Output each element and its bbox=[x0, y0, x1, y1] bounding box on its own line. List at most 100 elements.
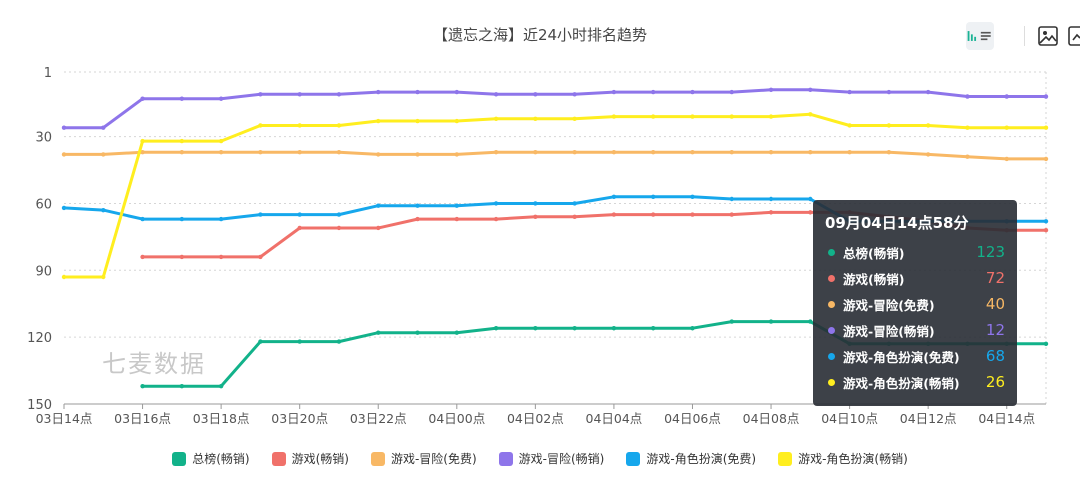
x-tick-label: 03日16点 bbox=[114, 411, 171, 426]
tooltip-row: 游戏-冒险(畅销) 12 bbox=[825, 317, 1005, 343]
data-point bbox=[729, 319, 734, 324]
legend-label: 游戏-冒险(免费) bbox=[390, 452, 477, 466]
data-point bbox=[493, 201, 499, 206]
x-tick-label: 04日12点 bbox=[900, 411, 957, 426]
legend-item[interactable]: 游戏-角色扮演(免费) bbox=[626, 450, 756, 467]
data-point bbox=[376, 118, 381, 124]
data-point bbox=[886, 150, 892, 155]
data-point bbox=[454, 152, 459, 157]
tooltip-label: 游戏(畅销) bbox=[843, 271, 905, 287]
data-point bbox=[965, 125, 970, 130]
data-point bbox=[572, 214, 577, 220]
data-point bbox=[493, 150, 499, 155]
save-image-button[interactable] bbox=[1034, 22, 1062, 50]
data-point bbox=[415, 89, 420, 95]
data-point bbox=[61, 152, 67, 157]
legend-item[interactable]: 总榜(畅销) bbox=[172, 450, 250, 467]
data-point bbox=[729, 89, 734, 95]
data-point bbox=[808, 150, 813, 155]
data-point bbox=[140, 96, 145, 101]
data-point bbox=[611, 150, 617, 155]
data-point bbox=[651, 150, 656, 155]
data-point bbox=[965, 94, 970, 99]
data-point bbox=[61, 205, 67, 211]
y-tick-label: 120 bbox=[27, 331, 52, 346]
data-point bbox=[690, 114, 695, 119]
data-point bbox=[886, 123, 892, 128]
data-point bbox=[336, 225, 342, 231]
data-point bbox=[808, 196, 813, 202]
legend-item[interactable]: 游戏(畅销) bbox=[271, 450, 349, 467]
tooltip-value: 40 bbox=[985, 295, 1005, 313]
tooltip-rows: 总榜(畅销) 123 游戏(畅销) 72 游戏-冒险(免费) 40 游戏-冒险(畅销) 12 游… bbox=[825, 239, 1005, 395]
legend-swatch bbox=[271, 451, 286, 466]
data-point bbox=[768, 196, 774, 202]
x-tick-label: 04日00点 bbox=[428, 411, 485, 426]
data-point bbox=[847, 150, 852, 155]
tooltip-row: 总榜(畅销) 123 bbox=[825, 239, 1005, 265]
data-point bbox=[533, 214, 538, 220]
data-point bbox=[297, 339, 302, 344]
legend-swatch bbox=[778, 451, 793, 466]
data-point bbox=[179, 216, 185, 222]
chart-legend: 总榜(畅销) 游戏(畅销) 游戏-冒险(免费) 游戏-冒险(畅销) 游戏-角色扮演(免费… bbox=[0, 450, 1080, 467]
data-point bbox=[376, 152, 381, 157]
tooltip-label: 总榜(畅销) bbox=[843, 245, 905, 261]
data-point bbox=[140, 150, 145, 155]
tooltip-row: 游戏-角色扮演(畅销) 26 bbox=[825, 369, 1005, 395]
legend-item[interactable]: 游戏-角色扮演(畅销) bbox=[778, 450, 908, 467]
data-point bbox=[415, 216, 420, 222]
data-point bbox=[768, 210, 774, 215]
data-point bbox=[376, 203, 381, 208]
tooltip-dot bbox=[828, 352, 835, 360]
data-point bbox=[493, 216, 499, 222]
tooltip-row: 游戏-角色扮演(免费) 68 bbox=[825, 343, 1005, 369]
data-point bbox=[101, 207, 106, 213]
data-point bbox=[808, 210, 813, 215]
series-group bbox=[61, 112, 1049, 280]
data-point bbox=[140, 138, 145, 144]
data-point bbox=[218, 383, 224, 389]
x-tick-label: 03日14点 bbox=[36, 411, 93, 426]
legend-item[interactable]: 游戏-冒险(免费) bbox=[370, 450, 477, 467]
data-point bbox=[768, 150, 774, 155]
y-tick-label: 150 bbox=[27, 398, 52, 413]
data-point bbox=[454, 330, 459, 335]
data-point bbox=[729, 212, 734, 217]
data-point bbox=[61, 274, 67, 280]
tooltip-row: 游戏(畅销) 72 bbox=[825, 265, 1005, 291]
legend-swatch bbox=[370, 451, 385, 466]
legend-label: 游戏(畅销) bbox=[291, 452, 349, 466]
data-point bbox=[729, 150, 734, 155]
legend-label: 游戏-角色扮演(免费) bbox=[646, 452, 757, 466]
y-tick-label: 1 bbox=[44, 66, 52, 81]
data-point bbox=[965, 154, 970, 159]
data-point bbox=[415, 330, 420, 335]
data-point bbox=[1043, 125, 1049, 130]
x-tick-label: 03日22点 bbox=[350, 411, 407, 426]
data-point bbox=[572, 326, 577, 331]
data-point bbox=[179, 96, 185, 101]
series-line bbox=[64, 112, 1046, 279]
data-point bbox=[1043, 156, 1049, 162]
tooltip-label: 游戏-角色扮演(免费) bbox=[843, 349, 960, 365]
x-tick-label: 03日20点 bbox=[271, 411, 328, 426]
x-tick-label: 04日02点 bbox=[507, 411, 564, 426]
tooltip-value: 12 bbox=[985, 321, 1005, 339]
data-point bbox=[179, 138, 185, 144]
data-point bbox=[1043, 219, 1049, 224]
data-point bbox=[611, 212, 617, 217]
bar-list-toggle-button[interactable] bbox=[966, 22, 994, 50]
tooltip-value: 68 bbox=[985, 347, 1005, 365]
series-line bbox=[64, 88, 1046, 130]
data-point bbox=[572, 116, 577, 121]
data-view-button[interactable] bbox=[1064, 22, 1080, 50]
chart-edit-icon bbox=[1068, 26, 1080, 46]
data-point bbox=[925, 152, 931, 157]
legend-item[interactable]: 游戏-冒险(畅销) bbox=[498, 450, 604, 467]
data-point bbox=[808, 87, 813, 93]
data-point bbox=[258, 150, 263, 155]
data-point bbox=[651, 326, 656, 331]
data-point bbox=[886, 89, 892, 95]
data-point bbox=[611, 89, 617, 95]
